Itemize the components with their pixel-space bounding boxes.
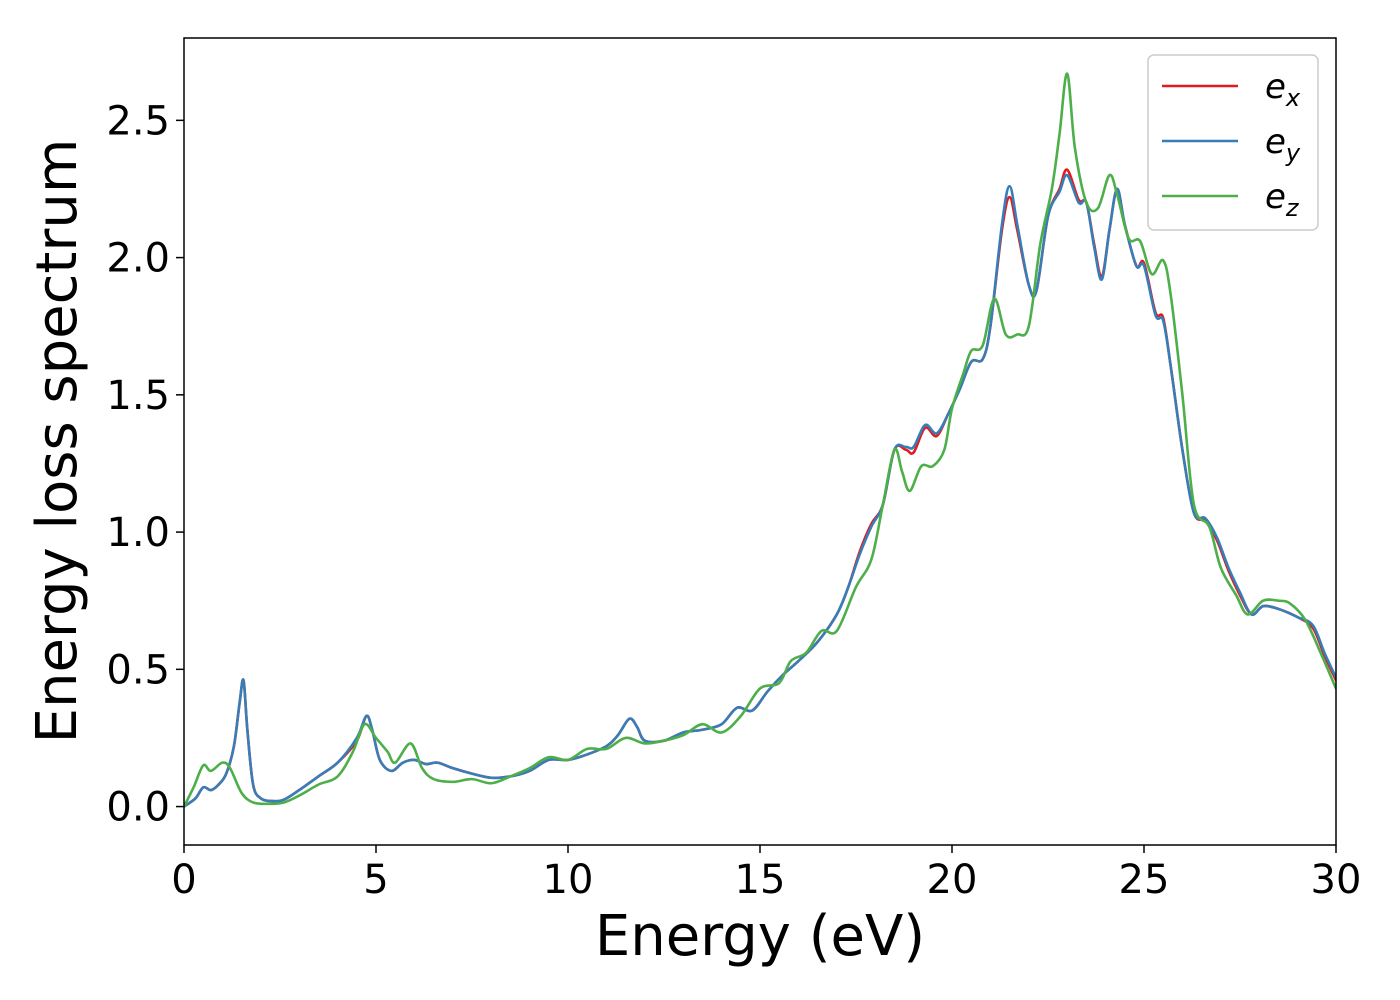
y-axis-label: Energy loss spectrum xyxy=(25,139,90,744)
legend-label-ex: ex xyxy=(1265,67,1301,112)
x-tick-label: 15 xyxy=(735,857,786,903)
y-tick-label: 0.0 xyxy=(106,785,170,831)
series-line-ey xyxy=(184,173,1336,808)
y-tick-label: 0.5 xyxy=(106,647,170,693)
x-tick-label: 25 xyxy=(1119,857,1170,903)
legend-label-ez: ez xyxy=(1265,177,1300,222)
x-axis-label: Energy (eV) xyxy=(595,904,925,969)
x-axis-ticks: 0 5 10 15 20 25 30 xyxy=(171,845,1361,903)
x-tick-label: 10 xyxy=(543,857,594,903)
y-tick-label: 2.0 xyxy=(106,236,170,282)
series-line-ez xyxy=(184,72,1336,808)
y-tick-label: 1.0 xyxy=(106,510,170,556)
y-tick-label: 1.5 xyxy=(106,373,170,419)
series-layer xyxy=(184,72,1336,808)
series-line-ex xyxy=(184,168,1336,808)
x-tick-label: 5 xyxy=(363,857,388,903)
y-tick-label: 2.5 xyxy=(106,98,170,144)
x-tick-label: 0 xyxy=(171,857,196,903)
x-tick-label: 30 xyxy=(1311,857,1362,903)
legend-label-ey: ey xyxy=(1265,122,1301,167)
legend: ex ey ez xyxy=(1147,54,1319,231)
y-axis-ticks: 0.0 0.5 1.0 1.5 2.0 2.5 xyxy=(106,98,184,831)
legend-box xyxy=(1147,54,1319,231)
x-tick-label: 20 xyxy=(927,857,978,903)
